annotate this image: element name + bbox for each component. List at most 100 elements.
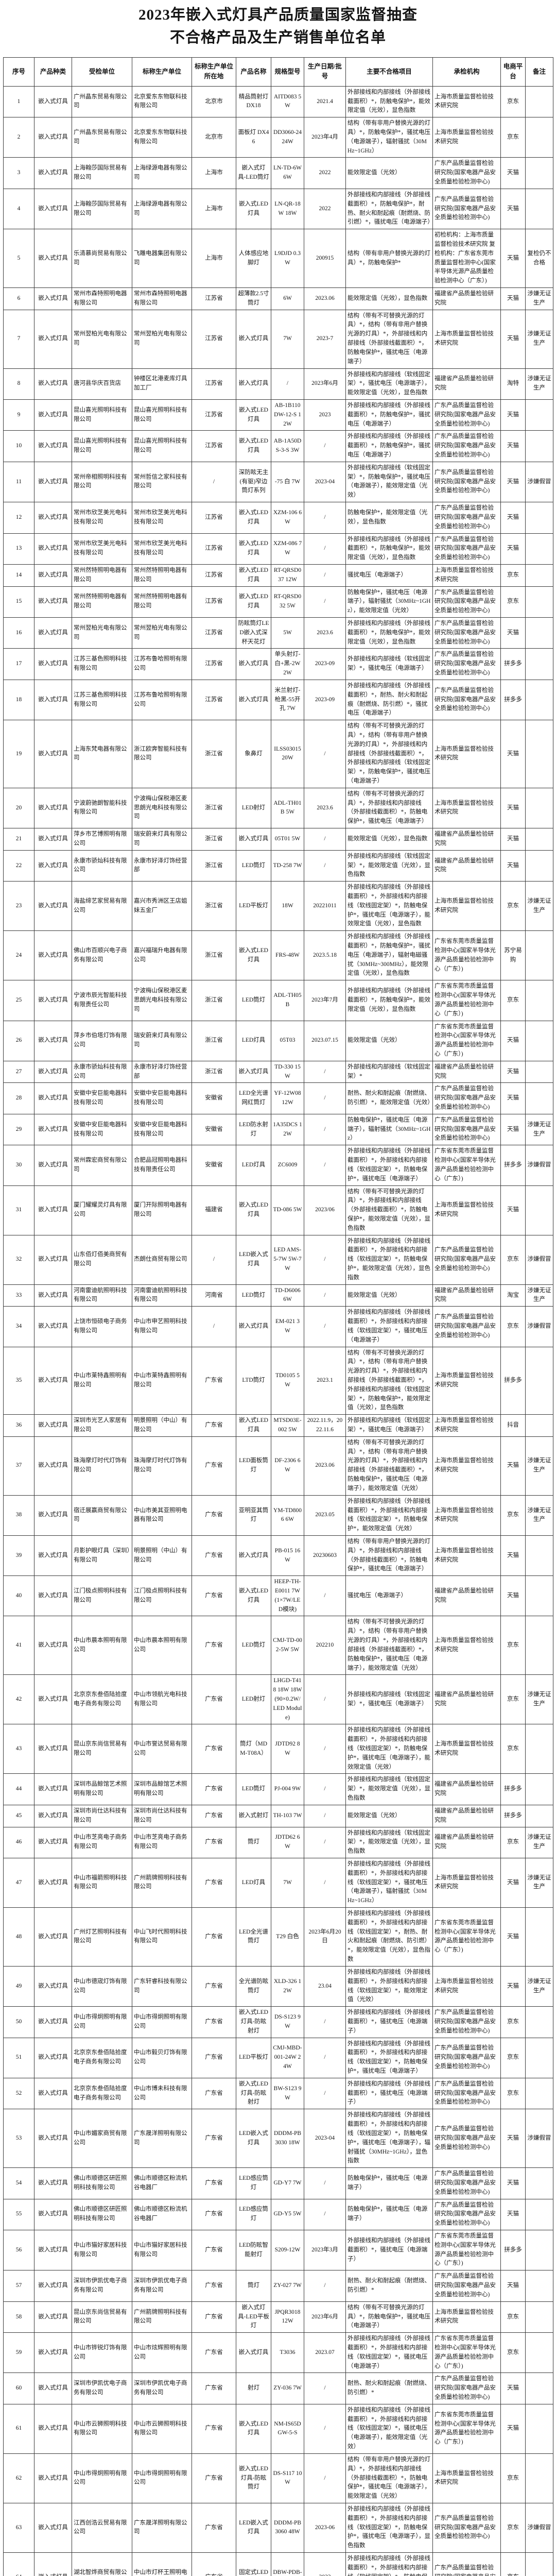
- table-row: 12 嵌入式灯具 常州市欣芝美光电科技有限公司 常州市欣芝美光电科技有限公司 江苏省 嵌入…: [3, 502, 553, 534]
- cell-production-date: /: [304, 1674, 346, 1725]
- cell-producer: 杰朗仕商贸有限公司: [132, 1234, 192, 1285]
- cell-region: 江苏省: [192, 430, 236, 462]
- cell-region: 北京市: [192, 117, 236, 158]
- cell-platform: 拼多多: [500, 648, 526, 680]
- cell-no: 50: [3, 2006, 34, 2038]
- cell-issues: 能效限定值（光效）: [345, 157, 433, 189]
- cell-product-name: 嵌入式LED灯具: [236, 2403, 271, 2454]
- cell-model: PB-015 16W: [271, 1535, 304, 1577]
- cell-remark: [525, 2077, 553, 2110]
- cell-category: 嵌入式灯具: [34, 2453, 72, 2503]
- cell-inspection-agency: 广东产品质量监督检验研究院(国家电器产品安全质量检验检测中心): [432, 679, 501, 721]
- cell-model: 7W: [271, 309, 304, 369]
- cell-product-name: LED面板筒灯: [236, 1436, 271, 1496]
- cell-platform: 拼多多: [500, 2229, 526, 2271]
- cell-remark: [525, 1724, 553, 1774]
- cell-region: /: [192, 1306, 236, 1347]
- cell-inspection-agency: 广东省东莞市质量监督检测中心(国家半导体光源产品质量检验检测中心（广东）): [432, 2229, 501, 2271]
- cell-remark: 涉嫌无证生产: [525, 1436, 553, 1496]
- cell-producer: 合肥品冠照明电器科技有限责任公司: [132, 1145, 192, 1186]
- cell-inspected-unit: 宁波市辰光智能科技有限责任公司: [72, 980, 132, 1021]
- cell-issues: 耐热、耐火和耐起痕（耐燃烧、防引燃）*，能效限定值（光效）: [345, 1082, 433, 1114]
- cell-inspection-agency: 广东产品质量监督检验研究院(国家电器产品安全质量检验检测中心): [432, 1082, 501, 1114]
- cell-model: ADL-TH05B: [271, 980, 304, 1021]
- cell-producer: 佛山市顺德区粉流机谷电器厂: [132, 2198, 192, 2231]
- cell-production-date: 2023.05: [304, 1495, 346, 1536]
- cell-remark: [525, 1907, 553, 1967]
- cell-no: 27: [3, 1060, 34, 1083]
- cell-producer: 常州市森特照明电器有限公司: [132, 287, 192, 310]
- cell-remark: 涉嫌无证生产: [525, 1826, 553, 1858]
- cell-issues: 外部接线和内部接线（外部接线截面积）*，外部接线和内部接线（软线固定架）*，防触…: [345, 2037, 433, 2078]
- cell-inspection-agency: 上海市质量监督检验技术研究院: [432, 1857, 501, 1908]
- cell-platform: 天猫: [500, 2109, 526, 2168]
- cell-producer: 常州然特照明电器有限公司: [132, 586, 192, 618]
- cell-region: 广东省: [192, 2332, 236, 2374]
- cell-issues: 外部接线和内部接线（外部接线截面积）*，外部接线和内部接线（软线固定架）*，骚扰…: [345, 1857, 433, 1908]
- cell-inspection-agency: 广东省东莞市质量监督检测中心(国家半导体光源产品质量检验检测中心（广东）): [432, 2403, 501, 2454]
- cell-issues: 能效限定值（光效）: [345, 1284, 433, 1307]
- cell-remark: [525, 1346, 553, 1415]
- table-row: 39 嵌入式灯具 月影护眼灯具（深圳）有限公司 明景照明（中山）有限公司 广东省 嵌入式灯…: [3, 1535, 553, 1577]
- cell-inspection-agency: 上海市质量监督检验技术研究院: [432, 787, 501, 829]
- cell-category: 嵌入式灯具: [34, 1907, 72, 1967]
- cell-production-date: /: [304, 828, 346, 851]
- cell-production-date: 23.04: [304, 1965, 346, 2007]
- cell-platform: 抖音: [500, 1414, 526, 1437]
- cell-production-date: 2022: [304, 188, 346, 230]
- cell-region: 安徽省: [192, 1145, 236, 1186]
- cell-producer: 江苏布鲁哈照明有限公司: [132, 648, 192, 680]
- cell-inspection-agency: 福建省产品质量检验研究院: [432, 850, 501, 882]
- cell-platform: 天猫: [500, 533, 526, 565]
- cell-production-date: /: [304, 1060, 346, 1083]
- cell-producer: 中山市猫好家居科技有限公司: [132, 2229, 192, 2271]
- cell-production-date: /: [304, 502, 346, 534]
- cell-no: 57: [3, 2270, 34, 2302]
- cell-inspected-unit: 广州灯艺照明科技有限公司: [72, 1907, 132, 1967]
- cell-inspected-unit: 中山市福箭照明科技有限公司: [72, 1857, 132, 1908]
- cell-producer: 深圳市品鲸馆艺术照明有限公司: [132, 1773, 192, 1805]
- cell-remark: [525, 188, 553, 230]
- cell-no: 16: [3, 617, 34, 649]
- cell-inspected-unit: 常州然特照明电器有限公司: [72, 564, 132, 587]
- cell-issues: 外部接线和内部接线（外部接线截面积）*，外部接线和内部接线（软线固定架）*，骚扰…: [345, 2332, 433, 2374]
- cell-issues: 结构（带有不可替换光源的灯具）*，结构（带有非用户替换光源的灯具）*，外部接线和…: [345, 1436, 433, 1496]
- table-row: 51 嵌入式灯具 北京京东叁佰陆拾度电子商务有限公司 中山市毅贝灯饰有限公司 广东省 LE…: [3, 2037, 553, 2078]
- cell-no: 22: [3, 850, 34, 882]
- table-row: 46 嵌入式灯具 中山市芝亮电子商务有限公司 中山市芝亮电子商务有限公司 广东省 筒灯 JD…: [3, 1826, 553, 1858]
- cell-product-name: LED嵌入式灯具: [236, 2502, 271, 2553]
- cell-production-date: /: [304, 2037, 346, 2078]
- cell-region: 浙江省: [192, 1060, 236, 1083]
- cell-platform: 天猫: [500, 2167, 526, 2199]
- cell-producer: 珠海摩灯时代灯饰有限公司: [132, 1436, 192, 1496]
- cell-producer: 常州哲信之家科技有限公司: [132, 461, 192, 503]
- cell-category: 嵌入式灯具: [34, 2332, 72, 2374]
- cell-model: DF-2306 6W: [271, 1436, 304, 1496]
- cell-production-date: 2023年3月: [304, 2229, 346, 2271]
- cell-model: XZM-106 6W: [271, 502, 304, 534]
- cell-inspection-agency: 上海市质量监督检验技术研究院: [432, 1616, 501, 1675]
- cell-remark: 涉嫌无证生产: [525, 368, 553, 400]
- cell-issues: 外部接线和内部接线（外部接线截面积）*，外部接线和内部接线（软线固定架）*，防触…: [345, 2552, 433, 2576]
- cell-platform: 天猫: [500, 1020, 526, 1061]
- cell-production-date: /: [304, 1773, 346, 1805]
- cell-no: 39: [3, 1535, 34, 1577]
- column-header-inspected-unit: 受检单位: [72, 57, 132, 87]
- cell-remark: [525, 2403, 553, 2454]
- cell-remark: 涉嫌无证生产: [525, 1495, 553, 1536]
- cell-production-date: /: [304, 1145, 346, 1186]
- cell-region: 广东省: [192, 2372, 236, 2404]
- cell-production-date: 2023.6: [304, 617, 346, 649]
- cell-remark: [525, 930, 553, 981]
- cell-region: 浙江省: [192, 930, 236, 981]
- cell-issues: 结构（带有非用户替换光源的灯具）*，防触电保护*，骚扰电压（电源端子），辐射骚扰…: [345, 117, 433, 158]
- cell-category: 嵌入式灯具: [34, 980, 72, 1021]
- cell-remark: 涉嫌假冒: [525, 2502, 553, 2553]
- cell-inspected-unit: 中山市晨本照明有限公司: [72, 1616, 132, 1675]
- cell-no: 47: [3, 1857, 34, 1908]
- cell-issues: 外部接线和内部接线（外部接线截面积）*，防触电保护*，骚扰电压（电源端子）: [345, 399, 433, 431]
- cell-region: /: [192, 461, 236, 503]
- cell-category: 嵌入式灯具: [34, 86, 72, 118]
- cell-platform: 天猫: [500, 461, 526, 503]
- cell-production-date: /: [304, 2372, 346, 2404]
